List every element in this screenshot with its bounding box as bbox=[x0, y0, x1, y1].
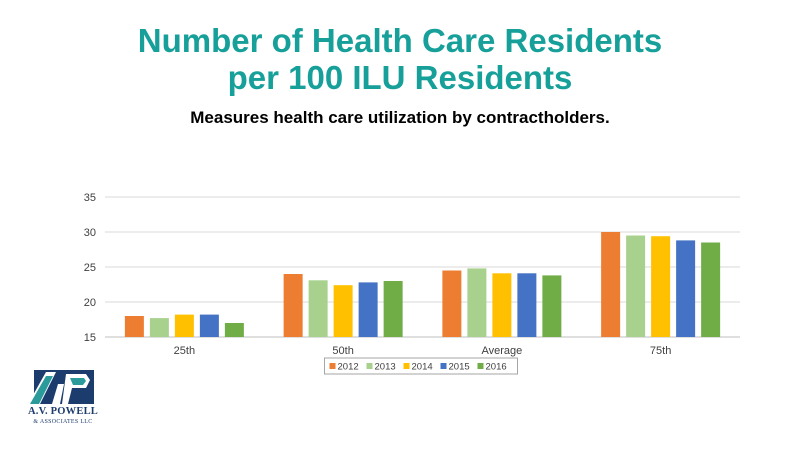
bar-2015-25th bbox=[199, 314, 219, 337]
legend-swatch-2013 bbox=[366, 363, 373, 369]
legend-swatch-2016 bbox=[477, 363, 484, 369]
bar-2015-50th bbox=[358, 282, 378, 337]
bar-2013-average bbox=[467, 268, 487, 337]
bar-2013-50th bbox=[308, 280, 328, 337]
logo-line-2: & ASSOCIATES LLC bbox=[33, 419, 93, 425]
chart-title: Number of Health Care Residents per 100 … bbox=[0, 22, 800, 96]
legend-swatch-2014 bbox=[403, 363, 410, 369]
bar-2014-average bbox=[492, 273, 512, 337]
legend-label: 2012 bbox=[338, 362, 359, 373]
bar-2014-75th bbox=[651, 236, 671, 337]
y-tick-label: 30 bbox=[84, 227, 96, 239]
bar-2013-75th bbox=[626, 235, 646, 337]
y-tick-label: 20 bbox=[84, 297, 96, 309]
bar-2015-average bbox=[517, 273, 537, 337]
bar-2013-25th bbox=[149, 318, 169, 337]
bar-2014-50th bbox=[333, 285, 353, 337]
chart-subtitle: Measures health care utilization by cont… bbox=[190, 108, 610, 127]
bar-2015-75th bbox=[676, 240, 696, 337]
y-tick-label: 35 bbox=[84, 192, 96, 204]
title-line-1: Number of Health Care Residents bbox=[137, 22, 663, 59]
legend-label: 2016 bbox=[486, 362, 507, 373]
y-tick-label: 15 bbox=[84, 332, 96, 344]
x-tick-label: Average bbox=[481, 345, 522, 357]
y-tick-label: 25 bbox=[84, 262, 96, 274]
legend-label: 2014 bbox=[412, 362, 433, 373]
avp-logo-icon bbox=[28, 370, 94, 404]
legend-swatch-2012 bbox=[329, 363, 336, 369]
x-tick-label: 25th bbox=[174, 345, 195, 357]
legend-box bbox=[324, 357, 518, 375]
legend-label: 2015 bbox=[449, 362, 470, 373]
bar-2016-75th bbox=[701, 242, 721, 337]
bar-2014-25th bbox=[174, 314, 194, 337]
bar-2012-25th bbox=[124, 316, 144, 337]
company-logo: A.V. POWELL & ASSOCIATES LLC bbox=[26, 368, 100, 428]
bar-2012-50th bbox=[283, 274, 303, 337]
bar-2012-75th bbox=[601, 232, 621, 337]
x-tick-label: 75th bbox=[650, 345, 671, 357]
bar-2012-average bbox=[442, 270, 462, 337]
bar-2016-25th bbox=[224, 323, 244, 337]
logo-line-1: A.V. POWELL bbox=[28, 406, 98, 417]
legend-swatch-2015 bbox=[440, 363, 447, 369]
bar-2016-average bbox=[542, 275, 562, 337]
title-line-2: per 100 ILU Residents bbox=[227, 59, 573, 96]
legend-label: 2013 bbox=[375, 362, 396, 373]
x-tick-label: 50th bbox=[332, 345, 353, 357]
bar-2016-50th bbox=[383, 281, 403, 337]
